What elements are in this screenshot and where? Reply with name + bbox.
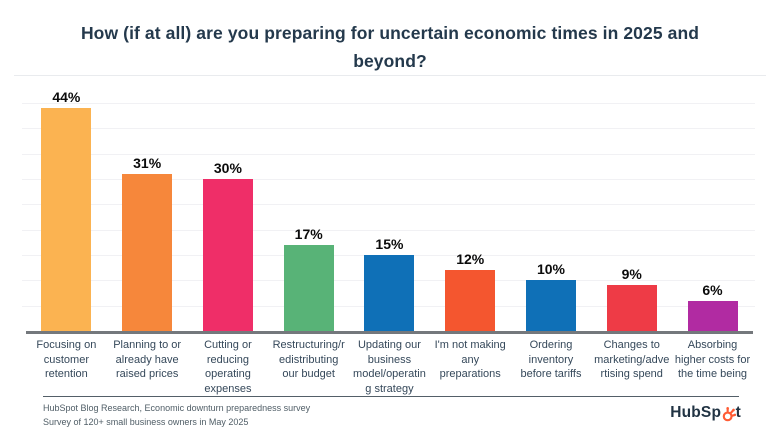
bar — [122, 173, 173, 331]
bar-value-label: 17% — [294, 225, 323, 242]
category-label: Planning to or already have raised price… — [113, 339, 182, 381]
category-label: Changes to marketing/adve rtising spend — [594, 339, 670, 381]
bars-container: 44% 31% 30% 17% 15% 12% 10% 9% 6% — [26, 86, 753, 331]
bar-column: 31% — [107, 86, 188, 331]
bar-value-label: 31% — [133, 154, 162, 171]
category-label: Focusing on customer retention — [36, 339, 97, 381]
bar — [41, 107, 92, 331]
bar-column: 10% — [511, 86, 592, 331]
source-line-2: Survey of 120+ small business owners in … — [43, 416, 249, 427]
bar-value-label: 30% — [213, 159, 242, 176]
footer-divider — [43, 396, 739, 397]
bar-column: 6% — [672, 86, 753, 331]
bar — [687, 300, 738, 331]
bar — [202, 178, 253, 331]
bar-column: 12% — [430, 86, 511, 331]
hubspot-wordmark-post: t — [735, 404, 741, 421]
bar-value-label: 12% — [456, 251, 485, 268]
chart-title: How (if at all) are you preparing for un… — [80, 23, 700, 71]
category-label: I'm not making any preparations — [434, 339, 506, 381]
title-divider — [14, 75, 766, 76]
bar-value-label: 10% — [536, 261, 565, 278]
bar — [445, 270, 496, 331]
bar-column: 17% — [268, 86, 349, 331]
bar-chart: 44% 31% 30% 17% 15% 12% 10% 9% 6% — [22, 86, 755, 331]
category-label: Absorbing higher costs for the time bein… — [674, 339, 751, 381]
hubspot-logo: HubSp t — [670, 404, 741, 422]
bar-column: 44% — [26, 86, 107, 331]
hubspot-wordmark-pre: HubSp — [670, 404, 722, 421]
hubspot-sprocket-icon — [722, 406, 736, 422]
gridline-20 — [22, 229, 755, 231]
bar-value-label: 6% — [702, 281, 723, 298]
bar-value-label: 9% — [621, 266, 642, 283]
gridline-25 — [22, 204, 755, 206]
bar-value-label: 44% — [52, 88, 81, 105]
category-labels: Focusing on customer retention Planning t… — [26, 338, 753, 396]
gridline-40 — [22, 128, 755, 130]
bar-column: 15% — [349, 86, 430, 331]
bar-column: 30% — [188, 86, 269, 331]
x-axis-line — [26, 331, 753, 334]
bar — [525, 280, 576, 331]
bar — [606, 285, 657, 331]
gridline-35 — [22, 153, 755, 155]
source-note: HubSpot Blog Research, Economic downturn… — [43, 402, 310, 430]
bar — [364, 254, 415, 331]
category-label: Updating our business model/operatin g s… — [353, 339, 426, 395]
category-label: Cutting or reducing operating expenses — [204, 339, 252, 395]
bar-value-label: 15% — [375, 235, 404, 252]
bar-column: 9% — [591, 86, 672, 331]
category-label: Restructuring/r edistributing our budget — [272, 339, 345, 381]
source-line-1: HubSpot Blog Research, Economic downturn… — [43, 403, 311, 413]
gridline-30 — [22, 178, 755, 180]
bar — [283, 244, 334, 331]
gridline-45 — [22, 102, 755, 104]
category-label: Ordering inventory before tariffs — [520, 339, 582, 381]
